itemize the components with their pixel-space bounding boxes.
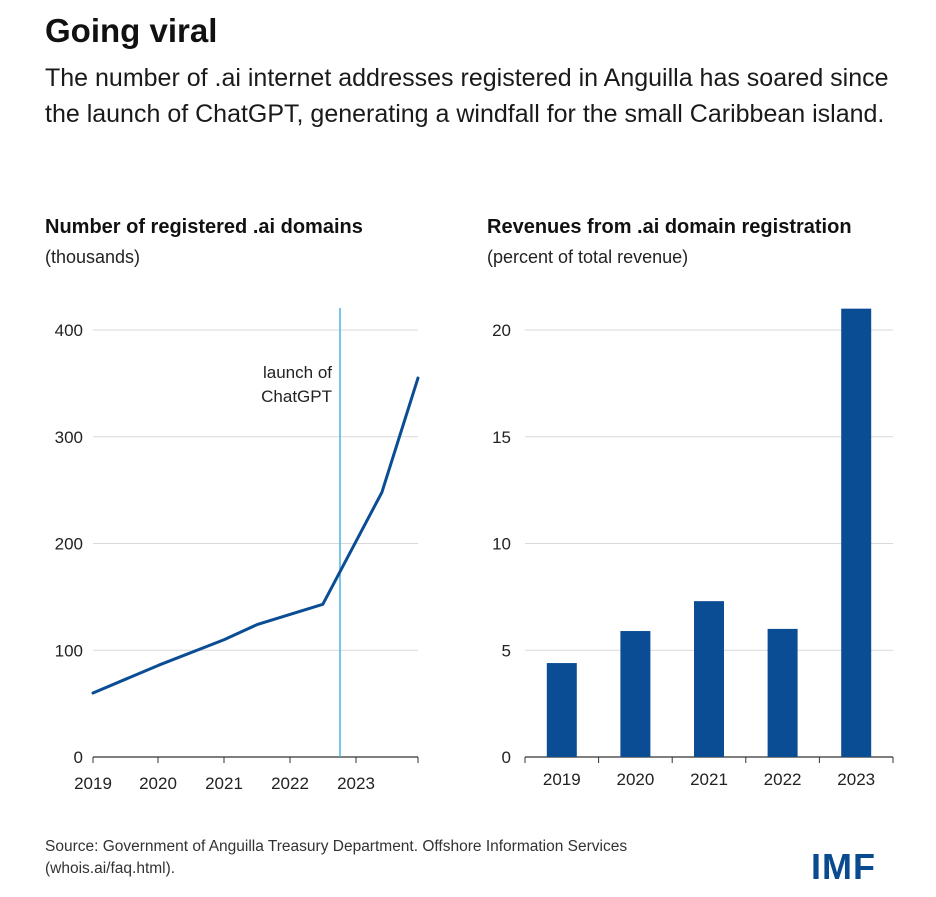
x-tick-label: 2022	[764, 770, 802, 789]
y-tick-label: 400	[55, 321, 83, 340]
bar-2023	[841, 308, 872, 757]
y-tick-label: 0	[502, 748, 511, 767]
bar-2020	[620, 631, 651, 757]
bar-2022	[767, 628, 798, 757]
bar-2019	[546, 663, 577, 757]
source-line-2: (whois.ai/faq.html).	[45, 860, 176, 877]
page-title: Going viral	[45, 12, 218, 49]
annotation-text-line-1: launch of	[263, 363, 332, 382]
line-chart-title: Number of registered .ai domains	[45, 216, 363, 238]
y-tick-label: 300	[55, 428, 83, 447]
y-tick-label: 20	[492, 321, 511, 340]
x-tick-label: 2023	[337, 774, 375, 793]
y-tick-label: 0	[74, 748, 83, 767]
series-line-domains	[91, 376, 420, 695]
line-chart: 0 100 200 300 400 2019 2020 2021 2022 2023 launch …	[55, 308, 420, 793]
x-tick-label: 2023	[837, 770, 875, 789]
page-subtitle: The number of .ai internet addresses reg…	[45, 64, 889, 128]
x-tick-label: 2019	[74, 774, 112, 793]
x-tick-label: 2022	[271, 774, 309, 793]
source-line-1: Source: Government of Anguilla Treasury …	[45, 838, 628, 855]
source-note: Source: Government of Anguilla Treasury …	[45, 836, 745, 880]
bar-2021	[694, 601, 724, 757]
bar-chart: 0 5 10 15 20 2019 2020 2021 2022 2023	[492, 308, 894, 789]
bar-chart-title: Revenues from .ai domain registration	[487, 216, 852, 238]
x-tick-label: 2021	[690, 770, 728, 789]
y-tick-label: 200	[55, 535, 83, 554]
x-tick-label: 2019	[543, 770, 581, 789]
bar-chart-subtitle: (percent of total revenue)	[487, 247, 689, 267]
y-tick-label: 15	[492, 428, 511, 447]
x-tick-label: 2021	[205, 774, 243, 793]
annotation-text-line-2: ChatGPT	[261, 387, 332, 406]
x-tick-label: 2020	[139, 774, 177, 793]
x-tick-label: 2020	[616, 770, 654, 789]
y-tick-label: 100	[55, 641, 83, 660]
imf-logo: IMF	[811, 846, 876, 887]
y-tick-label: 10	[492, 535, 511, 554]
line-chart-subtitle: (thousands)	[45, 247, 141, 267]
y-tick-label: 5	[502, 641, 511, 660]
